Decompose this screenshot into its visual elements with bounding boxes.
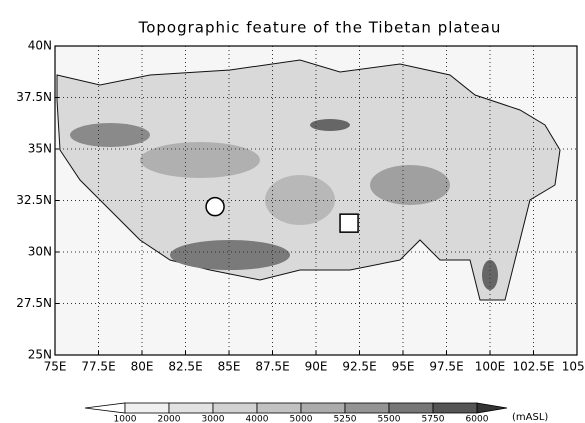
site-marker [339, 213, 359, 233]
high-terrain [170, 240, 290, 270]
high-terrain [140, 142, 260, 178]
colorbar-label: 4000 [246, 415, 269, 423]
high-terrain [70, 123, 150, 147]
x-tick-label: 105E [562, 360, 585, 374]
colorbar-box [388, 402, 434, 414]
x-tick-label: 82.5E [168, 360, 202, 374]
colorbar-unit: (mASL) [512, 412, 548, 423]
colorbar: 1000 2000 3000 4000 5000 5250 5500 5750 6000 (mAS… [84, 402, 548, 423]
colorbar-box [212, 402, 258, 414]
y-tick-label: 30N [28, 245, 52, 259]
x-tick-label: 77.5E [81, 360, 115, 374]
x-tick-label: 100E [475, 360, 506, 374]
y-tick-label: 32.5N [16, 193, 52, 207]
colorbar-label: 5750 [422, 415, 445, 423]
colorbar-label: 3000 [202, 415, 225, 423]
colorbar-extension [476, 402, 508, 414]
labels: 75E 77.5E 80E 82.5E 85E 87.5E 90E 92.5E 95E 97.5E… [16, 39, 585, 374]
y-tick-label: 37.5N [16, 90, 52, 104]
colorbar-label: 5250 [334, 415, 357, 423]
high-terrain [310, 119, 350, 131]
x-tick-label: 87.5E [255, 360, 289, 374]
y-tick-label: 25N [28, 348, 52, 362]
x-tick-label: 95E [392, 360, 415, 374]
site-marker [205, 196, 225, 217]
high-terrain [370, 165, 450, 205]
colorbar-box [432, 402, 478, 414]
x-tick-label: 80E [131, 360, 154, 374]
x-tick-label: 75E [44, 360, 67, 374]
x-tick-label: 85E [218, 360, 241, 374]
x-tick-label: 102.5E [513, 360, 555, 374]
colorbar-label: 1000 [114, 415, 137, 423]
colorbar-box [344, 402, 390, 414]
x-tick-label: 92.5E [342, 360, 376, 374]
colorbar-label: 2000 [158, 415, 181, 423]
colorbar-box [168, 402, 214, 414]
colorbar-box [256, 402, 302, 414]
colorbar-box [124, 402, 170, 414]
colorbar-box [300, 402, 346, 414]
x-tick-label: 97.5E [429, 360, 463, 374]
y-tick-label: 40N [28, 39, 52, 53]
x-tick-label: 90E [305, 360, 328, 374]
colorbar-label: 5500 [378, 415, 401, 423]
y-tick-label: 27.5N [16, 296, 52, 310]
colorbar-label: 6000 [466, 415, 489, 423]
colorbar-label: 5000 [290, 415, 313, 423]
map-title: Topographic feature of the Tibetan plate… [138, 19, 502, 37]
y-tick-label: 35N [28, 142, 52, 156]
